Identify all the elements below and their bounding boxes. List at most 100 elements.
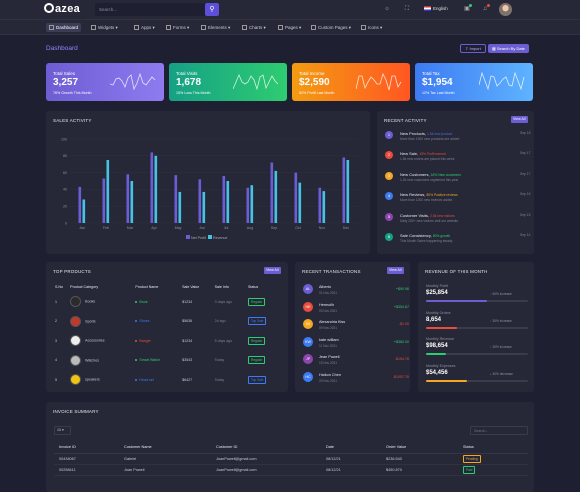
- menu-charts[interactable]: Charts ▾: [239, 23, 269, 32]
- transaction-date: 15 Nov 2021: [319, 361, 338, 366]
- bar-net-profit[interactable]: [174, 175, 178, 223]
- bar-revenue[interactable]: [154, 155, 158, 223]
- stat-card-3[interactable]: Total Income $2,590 62% Profit Last Month: [292, 63, 410, 101]
- col-invoice-status[interactable]: Status: [463, 445, 474, 450]
- bar-net-profit[interactable]: [318, 187, 322, 223]
- notification-bell-icon[interactable]: ♫: [482, 6, 488, 12]
- bar-revenue[interactable]: [346, 160, 350, 223]
- menu-icons[interactable]: Icons ▾: [358, 23, 385, 32]
- activity-item[interactable]: 3 New Customers, 18% New customers 1.2k ne…: [385, 171, 535, 200]
- col-date[interactable]: Date: [326, 445, 335, 450]
- activity-description: 1.2k new customers registered this year: [400, 177, 459, 182]
- logo[interactable]: azea: [44, 3, 80, 15]
- recent-transactions-title: RECENT TRANSACTIONS: [302, 269, 361, 274]
- bar-net-profit[interactable]: [222, 175, 226, 223]
- bar-net-profit[interactable]: [198, 179, 202, 223]
- bar-net-profit[interactable]: [78, 186, 82, 223]
- activity-item[interactable]: 2 New Sale, 15% Profit earned 1.5k new ord…: [385, 151, 535, 179]
- transaction-amount: +$90.96: [395, 287, 409, 291]
- invoice-row[interactable]: 00434067 Gabriel JoanPowell@gmail.com 08/12…: [54, 453, 528, 464]
- product-thumbnail-icon: [70, 354, 82, 366]
- activity-item[interactable]: 4 New Reviews, 80% Positive reviews More t…: [385, 192, 535, 220]
- activity-item[interactable]: 6 Sale Consistency, 80% growth This Month …: [385, 233, 535, 261]
- invoice-row[interactable]: 00258411 Joan Powell JoanPowell@gmail.com 0…: [54, 464, 528, 475]
- transaction-amount: +$360.00: [393, 339, 409, 344]
- transaction-item[interactable]: KW kate william 11 Nov 2021 +$360.00: [303, 336, 409, 354]
- product-sale-info: 3 days ago: [214, 299, 233, 304]
- activity-item[interactable]: 1 New Products, 1.5k new product More than…: [385, 131, 535, 159]
- bar-revenue[interactable]: [82, 199, 86, 223]
- menu-custom-pages[interactable]: Custom Pages ▾: [308, 23, 354, 32]
- top-products-view-all-button[interactable]: View All: [264, 267, 281, 274]
- bar-net-profit[interactable]: [126, 174, 130, 223]
- y-tick-label: 40: [63, 188, 67, 192]
- fullscreen-icon[interactable]: ⛶: [404, 6, 410, 12]
- bar-revenue[interactable]: [298, 182, 302, 223]
- bar-net-profit[interactable]: [270, 162, 274, 223]
- transaction-item[interactable]: HE Hermoilh 03 Nov 2021 +$354.67: [303, 301, 409, 319]
- language-selector[interactable]: English: [424, 6, 448, 11]
- bar-revenue[interactable]: [226, 181, 230, 223]
- product-row[interactable]: 2 Sports Shoes $5636 2d ago Top Sale: [55, 312, 283, 332]
- product-row[interactable]: 3 Accessories Bangle $1234 5 days ago Regular: [55, 331, 283, 351]
- revenue-label: Monthly Expenses: [426, 363, 456, 368]
- apps-icon: [134, 25, 139, 30]
- stat-sub: 76% Growth This Month: [53, 91, 92, 95]
- product-row[interactable]: 4 Watches Smart Watch $3543 Today Regular: [55, 351, 283, 371]
- transaction-item[interactable]: AK Alexandria Kiss 09 Nov 2021 -$1.00: [303, 318, 409, 336]
- transaction-item[interactable]: HC Haikon Chen 20 Nov 2021 -$1057.76: [303, 371, 409, 389]
- page-size-select[interactable]: 10 ▾: [54, 426, 71, 435]
- menu-dashboard[interactable]: Dashboard: [46, 23, 82, 32]
- transaction-name: kate william: [319, 337, 339, 342]
- invoice-search-input[interactable]: [474, 428, 524, 434]
- col-invoice-id[interactable]: Invoice ID: [59, 445, 76, 450]
- stat-card-1[interactable]: Total Sales 3,257 76% Growth This Month: [46, 63, 164, 101]
- product-row[interactable]: 5 speakers Head set $6427 Today Top Sale: [55, 370, 283, 390]
- activity-title: New Products, 1.5k new product: [400, 131, 452, 136]
- recent-activity-view-all-button[interactable]: View All: [511, 116, 528, 123]
- bar-revenue[interactable]: [250, 185, 254, 223]
- activity-item[interactable]: 5 Customer Visits, 2.5k new visitors Daily…: [385, 212, 535, 241]
- user-avatar[interactable]: [499, 3, 512, 16]
- col-customer-id[interactable]: Customer ID: [216, 445, 238, 450]
- bar-net-profit[interactable]: [102, 178, 106, 223]
- forms-icon: [166, 25, 171, 30]
- search-button[interactable]: ⚲: [205, 3, 219, 16]
- cart-icon[interactable]: ▣: [464, 6, 470, 12]
- bar-net-profit[interactable]: [150, 152, 154, 223]
- menu-widgets[interactable]: Widgets ▾: [88, 23, 121, 32]
- bar-revenue[interactable]: [178, 191, 182, 223]
- activity-date: Sep 18: [520, 131, 531, 135]
- col-order-value[interactable]: Order Value: [386, 445, 407, 450]
- search-input[interactable]: [99, 6, 199, 13]
- bar-revenue[interactable]: [106, 160, 110, 223]
- import-button[interactable]: ⇪ Import: [460, 44, 486, 53]
- bar-revenue[interactable]: [202, 191, 206, 223]
- sales-chart: 0 20 40 60 80 100 Jan Feb Mar Apr May Jun Jul Aug Sep O…: [61, 137, 358, 230]
- activity-description: More than 1500 new products are added: [400, 137, 460, 141]
- bar-net-profit[interactable]: [294, 172, 298, 223]
- theme-toggle-icon[interactable]: ☼: [384, 6, 390, 12]
- bar-revenue[interactable]: [274, 170, 278, 223]
- product-row[interactable]: 1 Books Book $1234 3 days ago Regular: [55, 292, 283, 312]
- bar-revenue[interactable]: [322, 191, 326, 223]
- menu-forms[interactable]: Forms ▾: [163, 23, 192, 32]
- transaction-item[interactable]: JP Jean Powell 15 Nov 2021 -$154.76: [303, 353, 409, 371]
- transaction-item[interactable]: AL Alberto 01 Nov 2021 +$90.96: [303, 283, 409, 301]
- menu-apps[interactable]: Apps ▾: [131, 23, 158, 32]
- flag-icon: [424, 6, 431, 11]
- x-tick-label: Jul: [224, 226, 229, 230]
- product-status-cell: Regular: [248, 351, 283, 371]
- stat-card-2[interactable]: Total Visits 1,678 15% Loss This Month: [169, 63, 287, 101]
- product-category: speakers: [85, 377, 100, 382]
- stat-card-4[interactable]: Total Tax $1,954 12% Tax Last Month: [415, 63, 533, 101]
- col-customer-name[interactable]: Customer Name: [124, 445, 152, 450]
- search-by-date-button[interactable]: ▦ Search By Date: [488, 44, 529, 53]
- menu-pages[interactable]: Pages ▾: [275, 23, 304, 32]
- bar-revenue[interactable]: [130, 181, 134, 223]
- bar-net-profit[interactable]: [246, 187, 250, 223]
- transactions-view-all-button[interactable]: View All: [387, 267, 404, 274]
- bar-net-profit[interactable]: [342, 157, 346, 223]
- sparkline-line: [233, 73, 279, 91]
- menu-elements[interactable]: Elements ▾: [198, 23, 233, 32]
